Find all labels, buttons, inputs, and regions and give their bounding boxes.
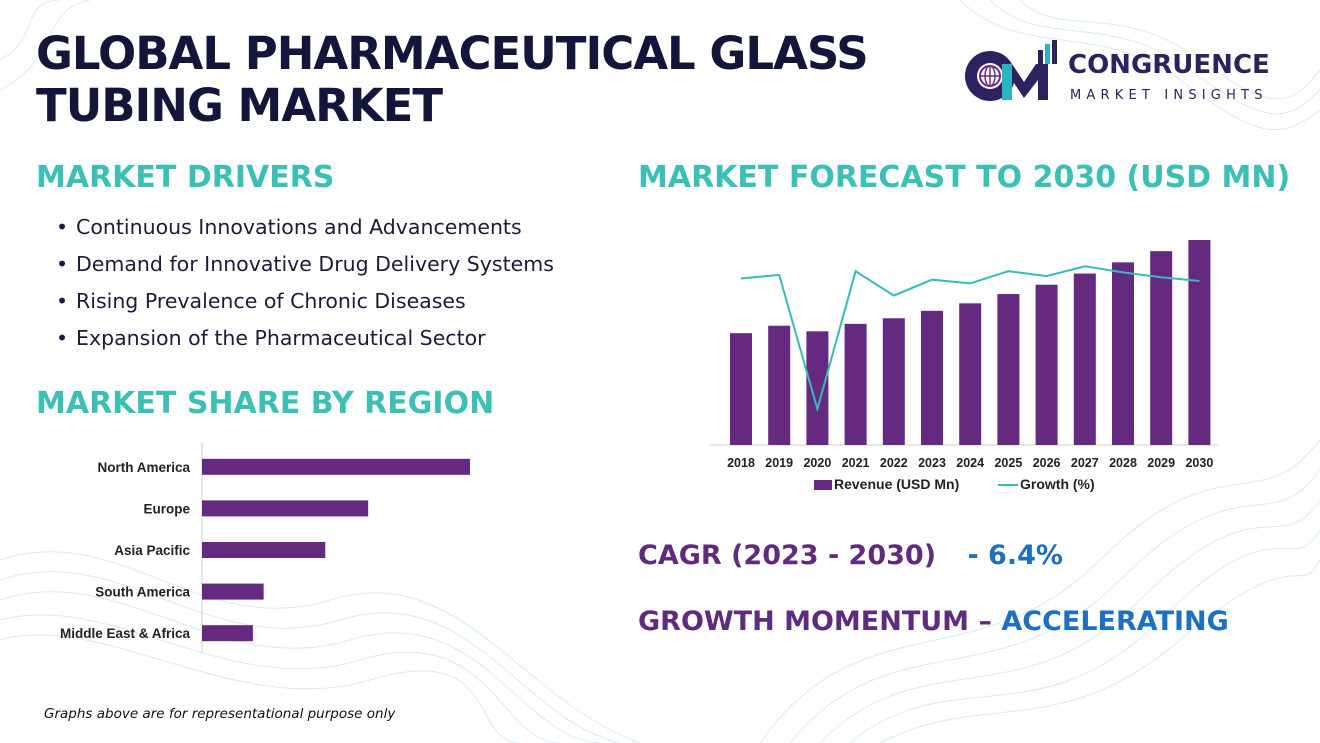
list-item: • Continuous Innovations and Advancements [56, 212, 554, 249]
growth-line [740, 265, 1200, 413]
revenue-bar [1112, 262, 1134, 445]
year-tick-label: 2019 [765, 456, 793, 470]
revenue-bar [1073, 273, 1096, 445]
driver-text: Continuous Innovations and Advancements [76, 215, 522, 239]
footnote: Graphs above are for representational pu… [44, 706, 396, 722]
drivers-list: • Continuous Innovations and Advancements… [56, 212, 554, 360]
forecast-chart: 2018 2019 2020 2021 2022 2023 2024 2025 2026 2027… [710, 240, 1218, 492]
cagr-label: CAGR (2023 - 2030) [638, 540, 937, 571]
revenue-bar [1188, 240, 1211, 445]
revenue-bar [768, 325, 791, 445]
driver-text: Expansion of the Pharmaceutical Sector [76, 326, 486, 350]
year-tick-label: 2020 [803, 456, 831, 470]
growth-momentum: GROWTH MOMENTUM – ACCELERATING [638, 606, 1229, 637]
year-tick-label: 2027 [1071, 456, 1099, 470]
region-bar [202, 500, 369, 517]
revenue-bar [997, 294, 1020, 445]
legend-revenue-swatch [814, 480, 832, 490]
region-bar [202, 583, 264, 600]
list-item: • Demand for Innovative Drug Delivery Sys… [56, 249, 554, 286]
year-tick-label: 2018 [727, 456, 755, 470]
company-logo: CONGRUENCE MARKET INSIGHTS [962, 36, 1292, 110]
revenue-bar [730, 333, 752, 445]
year-tick-label: 2024 [956, 456, 984, 470]
cm-globe-logo-icon [965, 40, 1057, 101]
region-bar [202, 542, 326, 558]
driver-text: Rising Prevalence of Chronic Diseases [76, 289, 466, 313]
region-bar [202, 458, 470, 475]
region-share-heading: MARKET SHARE BY REGION [36, 386, 495, 421]
list-item: • Rising Prevalence of Chronic Diseases [56, 286, 554, 323]
page-title: GLOBAL PHARMACEUTICAL GLASS TUBING MARKE… [36, 28, 936, 132]
year-tick-label: 2023 [918, 456, 946, 470]
region-label: Europe [143, 501, 190, 516]
revenue-bar [882, 318, 905, 445]
revenue-bar [1150, 251, 1173, 445]
bullet: • [56, 252, 69, 276]
year-tick-label: 2030 [1185, 456, 1213, 470]
region-label: South America [95, 585, 190, 600]
revenue-bar [1035, 284, 1058, 445]
year-tick-label: 2025 [994, 456, 1022, 470]
bullet: • [56, 326, 69, 350]
logo-subtitle: MARKET INSIGHTS [1070, 88, 1268, 103]
year-tick-label: 2021 [842, 456, 870, 470]
year-tick-label: 2029 [1147, 456, 1175, 470]
legend-growth-label: Growth (%) [1020, 476, 1095, 492]
title-line-1: GLOBAL PHARMACEUTICAL GLASS [36, 27, 869, 80]
logo-name: CONGRUENCE [1068, 50, 1270, 80]
list-item: • Expansion of the Pharmaceutical Sector [56, 323, 554, 360]
bullet: • [56, 215, 69, 239]
cagr-statement: CAGR (2023 - 2030) - 6.4% [638, 540, 1063, 571]
driver-text: Demand for Innovative Drug Delivery Syst… [76, 252, 554, 276]
region-label: North America [97, 460, 190, 475]
bullet: • [56, 289, 69, 313]
region-bar [202, 625, 253, 642]
market-drivers-heading: MARKET DRIVERS [36, 160, 335, 195]
revenue-bar [959, 303, 982, 445]
year-tick-label: 2022 [880, 456, 908, 470]
momentum-value: ACCELERATING [1001, 606, 1229, 637]
revenue-bar [844, 323, 867, 445]
momentum-label: GROWTH MOMENTUM – [638, 606, 992, 637]
region-share-chart: North America Europe Asia Pacific South Ame… [60, 442, 470, 654]
forecast-heading: MARKET FORECAST TO 2030 (USD MN) [638, 160, 1291, 195]
title-line-2: TUBING MARKET [36, 79, 443, 132]
revenue-bar [806, 331, 829, 445]
region-label: Asia Pacific [114, 543, 190, 558]
cagr-value: - 6.4% [967, 540, 1063, 571]
region-label: Middle East & Africa [60, 626, 191, 641]
legend-revenue-label: Revenue (USD Mn) [834, 476, 959, 492]
year-tick-label: 2028 [1109, 456, 1137, 470]
revenue-bar [921, 310, 943, 445]
year-tick-label: 2026 [1033, 456, 1061, 470]
